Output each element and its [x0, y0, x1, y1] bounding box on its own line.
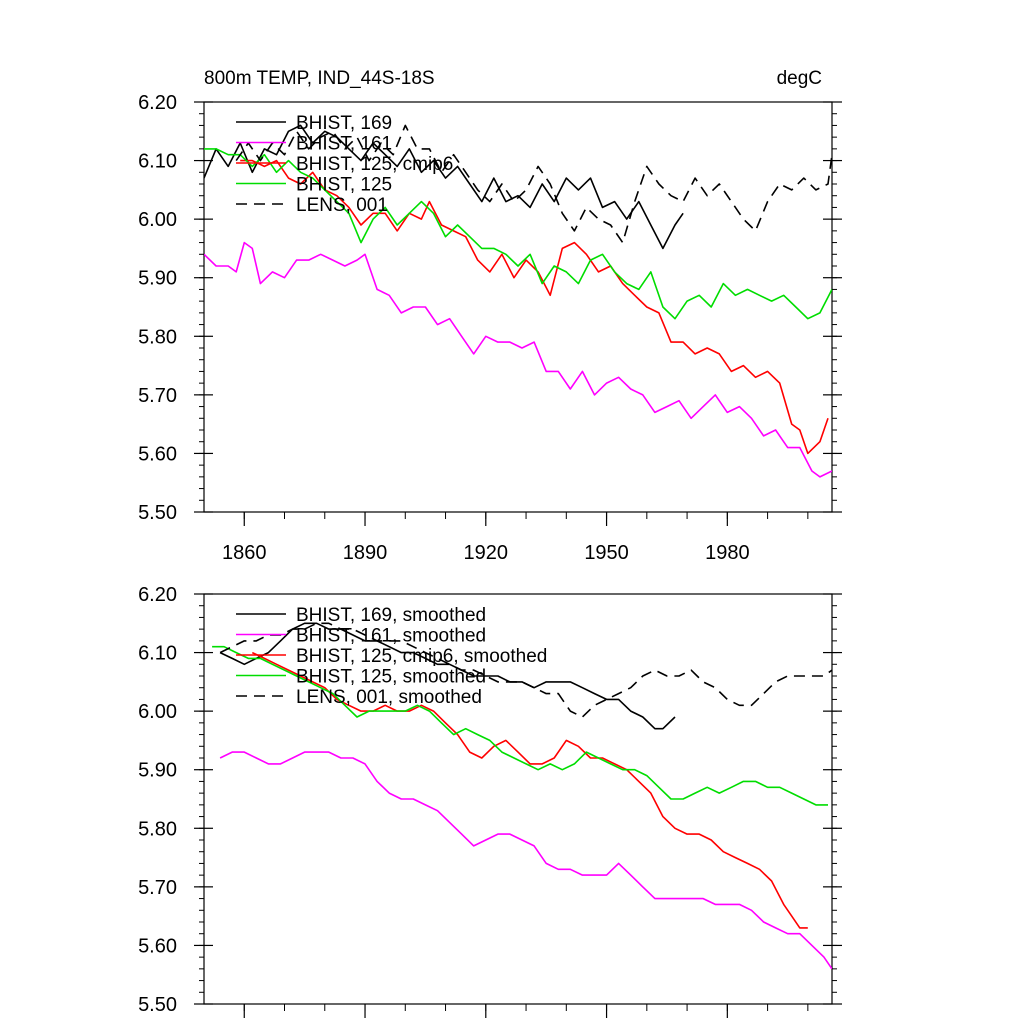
legend-label: BHIST, 169, smoothed	[296, 605, 486, 626]
y-tick-label: 5.90	[138, 268, 177, 290]
top-chart-units: degC	[777, 68, 822, 89]
y-tick-label: 6.00	[138, 209, 177, 231]
series-line-1	[219, 622, 676, 730]
x-tick-label: 1980	[705, 542, 750, 564]
legend-label: BHIST, 125, smoothed	[296, 667, 486, 688]
legend-label: BHIST, 161	[296, 134, 392, 155]
series-line-5	[219, 622, 832, 718]
top-chart: 800m TEMP, IND_44S-18S degC 5.50 5.60 5.70…	[138, 68, 842, 564]
series-lines	[204, 124, 832, 478]
y-tick-label: 5.60	[138, 443, 177, 465]
legend-label: BHIST, 125	[296, 175, 392, 196]
y-tick-label: 5.90	[138, 760, 177, 782]
series-line-5	[235, 124, 832, 244]
y-tick-label: 6.20	[138, 584, 177, 606]
legend-label: LENS, 001	[296, 195, 388, 216]
legend-label: BHIST, 125, cmip6	[296, 154, 453, 175]
y-tick-label: 6.10	[138, 643, 177, 665]
series-line-2	[204, 241, 832, 478]
series-line-3	[251, 651, 808, 929]
bottom-plot-area: 5.50 5.60 5.70 5.80 5.90 6.00 6.10 6.20 BHIST, 1…	[138, 584, 842, 1018]
series-lines	[212, 622, 832, 970]
y-tick-label: 6.20	[138, 92, 177, 114]
bottom-chart: 5.50 5.60 5.70 5.80 5.90 6.00 6.10 6.20 BHIST, 1…	[138, 584, 842, 1018]
y-tick-label: 5.80	[138, 818, 177, 840]
plot-frame	[203, 101, 833, 513]
y-tick-label: 5.50	[138, 994, 177, 1016]
y-tick-label: 5.70	[138, 877, 177, 899]
y-tick-label: 6.00	[138, 701, 177, 723]
x-tick-label: 1920	[464, 542, 509, 564]
y-tick-label: 5.50	[138, 502, 177, 524]
x-tick-label: 1950	[584, 542, 629, 564]
top-plot-area: 5.50 5.60 5.70 5.80 5.90 6.00 6.10 6.20 1860 1890…	[138, 92, 842, 564]
series-line-4	[204, 148, 832, 320]
legend-label: BHIST, 125, cmip6, smoothed	[296, 646, 547, 667]
y-tick-label: 5.60	[138, 935, 177, 957]
series-line-1	[204, 124, 684, 250]
legend-label: BHIST, 169	[296, 113, 392, 134]
series-line-2	[219, 751, 832, 970]
series-line-4	[212, 645, 828, 806]
plot-frame	[203, 593, 833, 1005]
x-tick-label: 1860	[222, 542, 267, 564]
y-tick-label: 6.10	[138, 151, 177, 173]
x-tick-label: 1890	[343, 542, 388, 564]
y-tick-label: 5.70	[138, 385, 177, 407]
y-tick-label: 5.80	[138, 326, 177, 348]
legend-label: BHIST, 161, smoothed	[296, 626, 486, 647]
top-chart-title: 800m TEMP, IND_44S-18S	[204, 68, 435, 89]
legend-label: LENS, 001, smoothed	[296, 687, 482, 708]
